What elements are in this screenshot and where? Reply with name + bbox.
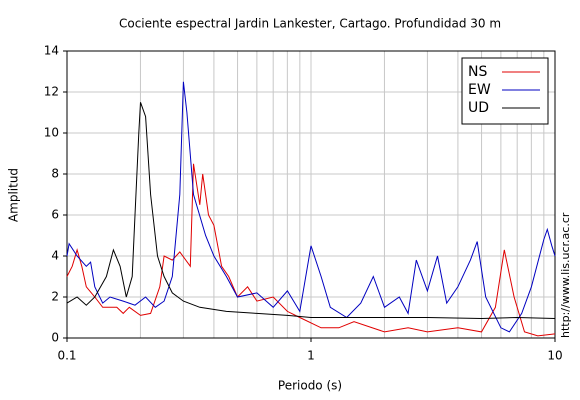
y-tick-label: 14 — [44, 44, 59, 58]
series-line — [66, 81, 556, 333]
y-axis-label: Amplitud — [7, 168, 21, 222]
y-tick-label: 12 — [44, 85, 59, 99]
x-tick-label: 1 — [307, 349, 315, 363]
y-tick-label: 10 — [44, 126, 59, 140]
plot-frame — [66, 50, 556, 339]
annotation: http://www.lis.ucr.ac.cr — [559, 212, 572, 338]
legend-label: NS — [468, 64, 487, 80]
legend-label: UD — [468, 100, 489, 116]
y-tick-label: 0 — [51, 331, 59, 345]
x-tick-label: 10 — [547, 349, 562, 363]
y-tick-label: 6 — [51, 208, 59, 222]
x-tick-label: 0.1 — [57, 349, 76, 363]
y-tick-label: 2 — [51, 290, 59, 304]
chart-title: Cociente espectral Jardin Lankester, Car… — [119, 17, 501, 31]
series-line — [66, 163, 556, 337]
y-tick-label: 4 — [51, 249, 59, 263]
x-axis-label: Periodo (s) — [278, 379, 342, 393]
series-line — [66, 102, 556, 320]
y-tick-label: 8 — [51, 167, 59, 181]
legend-label: EW — [468, 82, 491, 98]
legend-box — [461, 57, 549, 125]
